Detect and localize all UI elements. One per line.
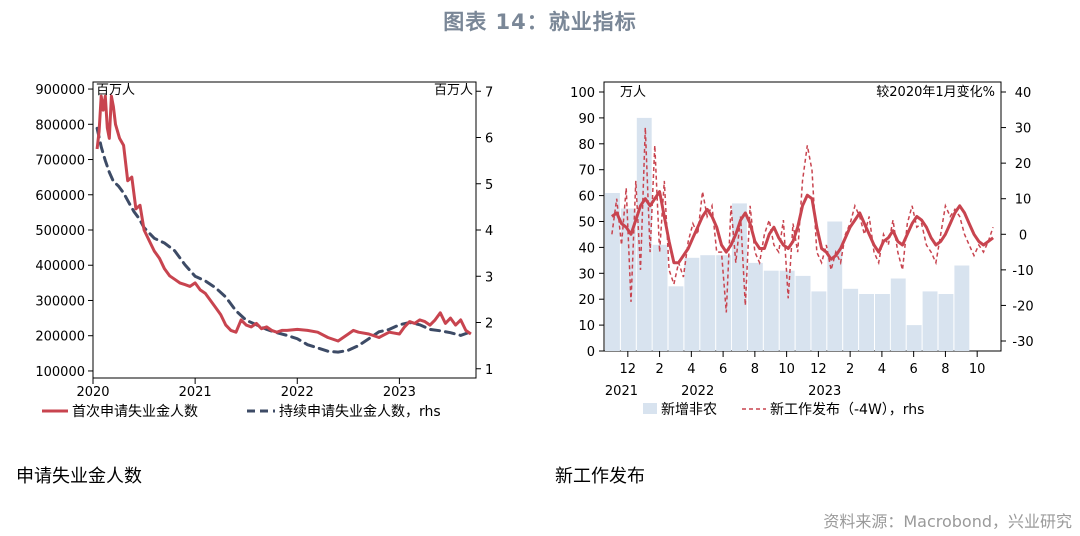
payroll-bar: [875, 294, 890, 351]
plot1-ytick-right-label: 7: [485, 85, 493, 100]
plot2-xtick-label: 6: [910, 362, 918, 377]
continuing-claims-line: [95, 126, 473, 354]
plot1-ytick-label: 500000: [35, 224, 85, 239]
plot1-ytick-label: 800000: [35, 118, 85, 133]
plot2-ytick-label: 40: [578, 241, 595, 256]
plot1-ytick-label: 400000: [35, 259, 85, 274]
plot2-ytick-right-label: 0: [1019, 228, 1027, 243]
plot1-ytick-right-label: 6: [485, 132, 493, 147]
plot2-xtick-label: 10: [778, 362, 795, 377]
plot2-ytick-label: 30: [578, 267, 595, 282]
plot1-ytick-right-label: 5: [485, 178, 493, 193]
plot2-ytick-label: 20: [578, 293, 595, 308]
payroll-bar: [684, 257, 700, 351]
payroll-bar: [732, 203, 747, 351]
plot2-ytick-right-label: 10: [1015, 193, 1032, 208]
plot2-ytick-label: 80: [578, 138, 595, 153]
plot1-ytick-label: 200000: [35, 330, 85, 345]
plot1-ytick-label: 300000: [35, 294, 85, 309]
panel-subtitle-claims: 申请失业金人数: [16, 466, 142, 487]
payroll-bar: [700, 255, 716, 351]
plot1-xtick-label: 2020: [76, 385, 109, 400]
plot2-xtick-label: 2: [655, 362, 663, 377]
legend2-label-payrolls: 新增非农: [661, 402, 717, 418]
plot2-ytick-label: 90: [578, 112, 595, 127]
plot1-ytick-label: 100000: [35, 365, 85, 380]
plot1-left-unit: 百万人: [96, 83, 135, 98]
job-postings-smoothed-line: [611, 190, 994, 265]
payroll-bar: [605, 193, 620, 351]
plot2-year-label: 2022: [681, 384, 714, 399]
job-postings-line: [611, 127, 994, 313]
plot2-ytick-right-label: -30: [1012, 335, 1033, 350]
plot1-ytick-label: 900000: [35, 83, 85, 98]
payroll-bar: [668, 286, 684, 352]
plot2-right-unit: 较2020年1月变化%: [876, 84, 995, 100]
source-note: 资料来源：Macrobond，兴业研究: [823, 512, 1072, 531]
payroll-bar: [795, 275, 811, 351]
plot1-ytick-label: 700000: [35, 154, 85, 169]
legend2-label-postings: 新工作发布（-4W），rhs: [770, 402, 924, 418]
payroll-bar: [763, 270, 779, 351]
plot2-ytick-label: 60: [578, 190, 595, 205]
plot1-ytick-label: 600000: [35, 189, 85, 204]
plot2-ytick-label: 10: [578, 319, 595, 334]
payroll-bar: [906, 325, 922, 351]
plot1-ytick-right-label: 2: [485, 317, 493, 332]
plot2-xtick-label: 4: [878, 362, 886, 377]
payroll-bar: [890, 278, 906, 351]
plot2-ytick-label: 70: [578, 164, 595, 179]
legend1-label-continuing: 持续申请失业金人数，rhs: [279, 403, 441, 420]
panel-subtitle-job-postings: 新工作发布: [555, 466, 645, 487]
plot1-xtick-label: 2023: [383, 385, 416, 400]
payroll-bar: [747, 262, 763, 351]
payroll-bar: [827, 221, 843, 351]
plot2-ytick-label: 0: [587, 345, 595, 360]
plot1-ytick-right-label: 4: [485, 224, 493, 239]
plot2-ytick-right-label: 30: [1015, 122, 1032, 137]
payroll-bar: [652, 244, 668, 351]
plot1-xtick-label: 2021: [179, 385, 212, 400]
payroll-bar: [954, 265, 970, 351]
plot1-right-unit: 百万人: [434, 83, 473, 98]
plot2-xtick-label: 4: [687, 362, 695, 377]
plot2-left-unit: 万人: [620, 85, 646, 100]
plot2-xtick-label: 12: [810, 362, 827, 377]
plot2-ytick-right-label: -10: [1012, 264, 1033, 279]
plot2-ytick-label: 100: [570, 86, 595, 101]
plot2-xtick-label: 12: [620, 362, 637, 377]
payroll-bar: [779, 270, 795, 351]
plot2-year-label: 2021: [605, 384, 638, 399]
payroll-bar: [620, 208, 636, 351]
plot2-ytick-right-label: 20: [1015, 157, 1032, 172]
plot2-xtick-label: 8: [751, 362, 759, 377]
payroll-bar: [811, 291, 827, 351]
initial-claims-line: [95, 94, 472, 343]
plot1-xtick-label: 2022: [281, 385, 314, 400]
plot2-year-label: 2023: [808, 384, 841, 399]
payroll-bar: [716, 255, 732, 351]
legend1-label-initial: 首次申请失业金人数: [72, 404, 198, 420]
plot2-xtick-label: 10: [969, 362, 986, 377]
payroll-bar: [636, 117, 652, 352]
payroll-bar: [859, 294, 874, 351]
plot1-ytick-right-label: 1: [485, 363, 493, 378]
legend2-swatch-payrolls: [643, 403, 657, 414]
plot1-ytick-right-label: 3: [485, 270, 493, 285]
payroll-bar: [922, 291, 938, 351]
plot2-ytick-right-label: -20: [1012, 299, 1033, 314]
plot2-xtick-label: 2: [846, 362, 854, 377]
payroll-bar: [938, 294, 954, 351]
payroll-bar: [843, 288, 859, 351]
plot2-ytick-right-label: 40: [1015, 86, 1032, 101]
figure-title: 图表 14：就业指标: [443, 10, 637, 34]
plot2-xtick-label: 6: [719, 362, 727, 377]
plot2-xtick-label: 8: [941, 362, 949, 377]
plot2-ytick-label: 50: [578, 216, 595, 231]
